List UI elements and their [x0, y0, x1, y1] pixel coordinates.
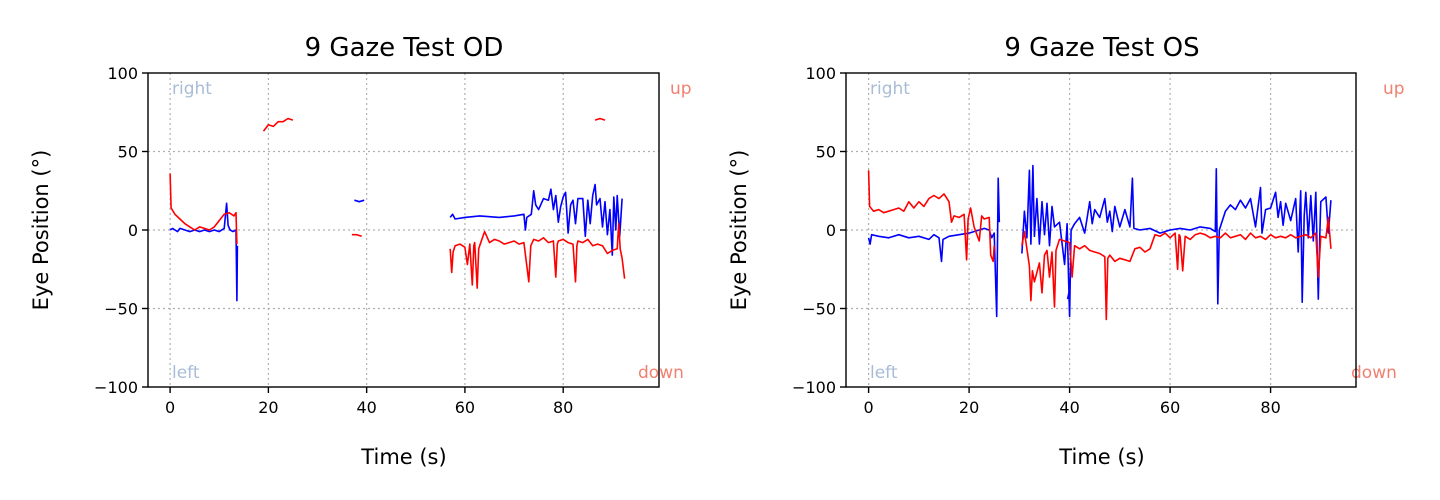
series-line-horizontal — [449, 183, 623, 256]
series-line-vertical — [351, 233, 362, 238]
corner-label-right: right — [172, 79, 212, 99]
y-tick-label: 50 — [816, 143, 836, 162]
y-tick-label: 0 — [128, 221, 138, 240]
corner-label-left: left — [870, 363, 898, 383]
chart-panel-os: 9 Gaze Test OS Time (s) Eye Position (°)… — [727, 33, 1405, 469]
y-tick-label: −50 — [802, 300, 836, 319]
x-tick-label: 40 — [1059, 398, 1079, 417]
series-line-vertical — [449, 222, 626, 289]
x-tick-label: 0 — [864, 398, 874, 417]
series-line-horizontal — [1021, 164, 1332, 318]
series-line-vertical — [262, 117, 294, 132]
y-tick-label: 100 — [107, 64, 138, 83]
grid — [148, 73, 659, 387]
series-layer — [867, 164, 1332, 321]
ticks: 0 20 40 60 80 −100 −50 0 50 100 — [792, 64, 1281, 417]
chart-title: 9 Gaze Test OD — [305, 33, 504, 63]
series-line-vertical — [867, 170, 995, 263]
x-tick-label: 60 — [455, 398, 475, 417]
series-line-vertical — [594, 117, 606, 121]
corner-label-down: down — [1351, 363, 1397, 383]
y-axis-label: Eye Position (°) — [727, 150, 751, 311]
x-axis-label: Time (s) — [360, 445, 446, 469]
series-line-vertical — [169, 173, 238, 245]
x-tick-label: 20 — [959, 398, 979, 417]
y-axis-label: Eye Position (°) — [29, 150, 53, 311]
x-tick-label: 60 — [1160, 398, 1180, 417]
corner-label-down: down — [638, 363, 684, 383]
y-tick-label: 100 — [805, 64, 836, 83]
plot-frame — [147, 72, 660, 388]
plot-frame — [845, 72, 1357, 388]
corner-label-up: up — [670, 79, 692, 99]
series-line-horizontal — [1066, 289, 1071, 300]
corner-label-up: up — [1383, 79, 1405, 99]
series-layer — [169, 117, 626, 302]
x-tick-label: 80 — [553, 398, 573, 417]
corner-label-left: left — [172, 363, 200, 383]
grid — [846, 73, 1356, 387]
x-axis-label: Time (s) — [1058, 445, 1144, 469]
chart-panel-od: 9 Gaze Test OD Time (s) Eye Position (°)… — [29, 33, 692, 469]
y-tick-label: 50 — [118, 143, 138, 162]
x-tick-label: 20 — [258, 398, 278, 417]
series-line-horizontal — [169, 202, 239, 302]
y-tick-label: −50 — [104, 300, 138, 319]
chart-title: 9 Gaze Test OS — [1004, 33, 1199, 63]
y-tick-label: −100 — [792, 378, 836, 397]
series-line-horizontal — [867, 177, 1001, 318]
series-line-vertical — [1021, 216, 1332, 321]
y-tick-label: 0 — [826, 221, 836, 240]
x-tick-label: 40 — [356, 398, 376, 417]
corner-label-right: right — [870, 79, 910, 99]
x-tick-label: 0 — [165, 398, 175, 417]
x-tick-label: 80 — [1260, 398, 1280, 417]
ticks: 0 20 40 60 80 −100 −50 0 50 100 — [94, 64, 573, 417]
series-line-horizontal — [354, 199, 365, 203]
y-tick-label: −100 — [94, 378, 138, 397]
